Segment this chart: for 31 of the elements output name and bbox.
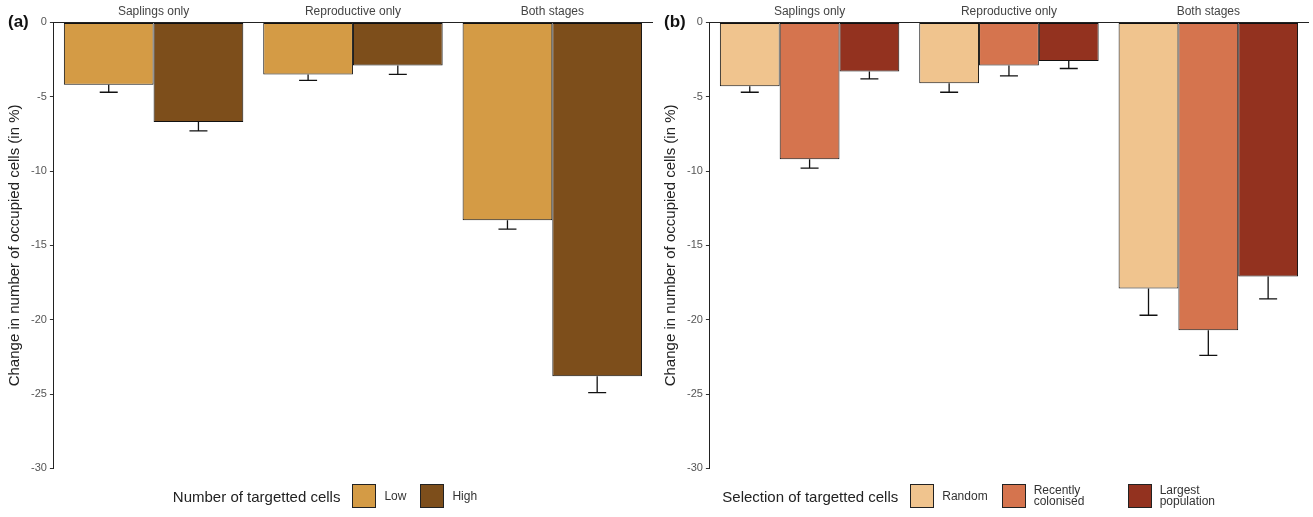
y-tick-label: -15 [30, 238, 47, 251]
chart-title: (a) [8, 12, 29, 32]
x-tick-label: Saplings only [773, 3, 846, 18]
y-tick-label: -20 [686, 312, 703, 325]
x-tick-label: Saplings only [117, 3, 190, 18]
x-tick-label: Both stages [520, 3, 584, 18]
y-tick-label: -10 [30, 164, 47, 177]
y-tick-label: 0 [696, 15, 703, 28]
y-tick-label: -5 [37, 89, 47, 102]
legend-label: High [452, 488, 478, 503]
y-tick-label: -25 [30, 387, 47, 400]
legend-title: Selection of targetted cells [722, 487, 899, 505]
y-tick-label: -5 [693, 89, 703, 102]
y-axis-title: Change in number of occupied cells (in %) [5, 104, 23, 387]
x-tick-label: Reproductive only [960, 3, 1057, 18]
legend-title: Number of targetted cells [172, 487, 341, 505]
y-tick-label: -15 [686, 238, 703, 251]
y-tick-label: 0 [40, 15, 47, 28]
legend-label: Largest population [1159, 483, 1217, 508]
y-tick-label: -20 [30, 312, 47, 325]
legend-label: Low [384, 488, 407, 503]
x-tick-label: Both stages [1176, 3, 1240, 18]
legend-label: Recently colonised [1033, 483, 1086, 508]
y-tick-label: -10 [686, 164, 703, 177]
legend-label: Random [942, 488, 988, 503]
y-axis-title: Change in number of occupied cells (in %) [661, 104, 679, 387]
chart-title: (b) [664, 12, 686, 32]
x-tick-label: Reproductive only [304, 3, 401, 18]
y-tick-label: -30 [686, 461, 703, 474]
y-tick-label: -30 [30, 461, 47, 474]
y-tick-label: -25 [686, 387, 703, 400]
